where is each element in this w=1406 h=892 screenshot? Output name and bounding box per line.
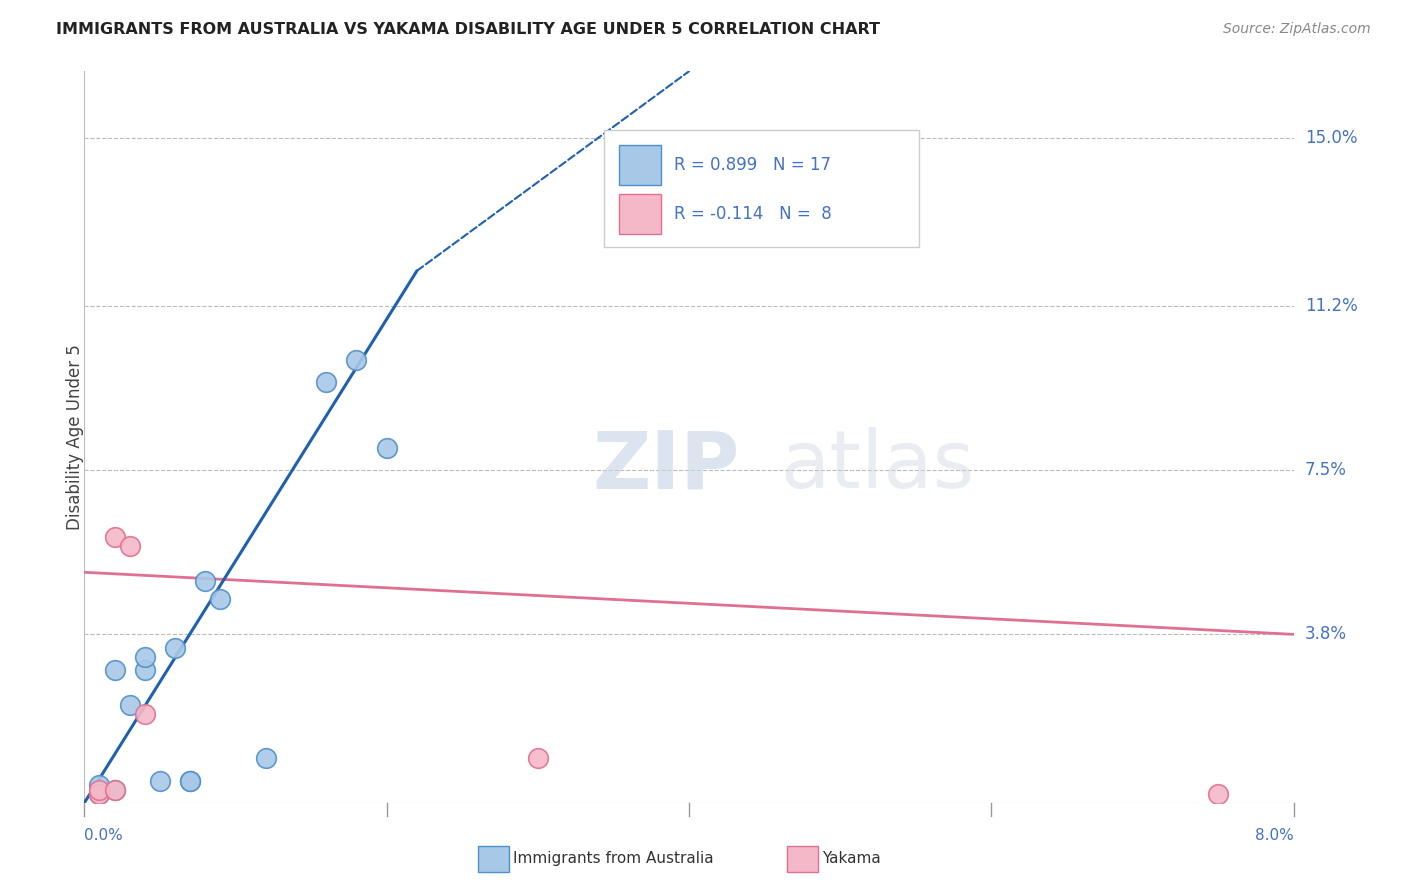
- Text: atlas: atlas: [779, 427, 974, 506]
- Point: [134, 649, 156, 664]
- Point: [254, 751, 277, 765]
- Point: [375, 441, 398, 455]
- Point: [118, 698, 141, 713]
- FancyBboxPatch shape: [605, 130, 918, 247]
- Text: 11.2%: 11.2%: [1305, 297, 1357, 315]
- Point: [194, 574, 217, 589]
- Point: [165, 640, 187, 655]
- Point: [179, 773, 201, 788]
- Point: [89, 778, 111, 792]
- Text: IMMIGRANTS FROM AUSTRALIA VS YAKAMA DISABILITY AGE UNDER 5 CORRELATION CHART: IMMIGRANTS FROM AUSTRALIA VS YAKAMA DISA…: [56, 22, 880, 37]
- Text: Source: ZipAtlas.com: Source: ZipAtlas.com: [1223, 22, 1371, 37]
- Text: 8.0%: 8.0%: [1254, 828, 1294, 843]
- Text: R = 0.899   N = 17: R = 0.899 N = 17: [675, 156, 831, 174]
- Text: 3.8%: 3.8%: [1305, 625, 1347, 643]
- Point: [209, 591, 232, 606]
- Text: R = -0.114   N =  8: R = -0.114 N = 8: [675, 205, 832, 223]
- FancyBboxPatch shape: [619, 145, 661, 185]
- FancyBboxPatch shape: [619, 194, 661, 234]
- Point: [134, 663, 156, 677]
- Point: [1206, 787, 1229, 801]
- Text: ZIP: ZIP: [592, 427, 740, 506]
- Point: [89, 787, 111, 801]
- Point: [118, 539, 141, 553]
- Point: [104, 782, 127, 797]
- Point: [527, 751, 550, 765]
- Point: [134, 707, 156, 722]
- Text: 7.5%: 7.5%: [1305, 461, 1347, 479]
- Point: [89, 782, 111, 797]
- Point: [149, 773, 172, 788]
- Text: 0.0%: 0.0%: [84, 828, 124, 843]
- Point: [104, 663, 127, 677]
- Text: 15.0%: 15.0%: [1305, 128, 1357, 147]
- Point: [89, 787, 111, 801]
- Text: Yakama: Yakama: [823, 852, 882, 866]
- Point: [315, 375, 337, 389]
- Point: [104, 530, 127, 544]
- Point: [346, 352, 368, 367]
- Text: Disability Age Under 5: Disability Age Under 5: [66, 344, 84, 530]
- Point: [104, 782, 127, 797]
- Point: [179, 773, 201, 788]
- Text: Immigrants from Australia: Immigrants from Australia: [513, 852, 714, 866]
